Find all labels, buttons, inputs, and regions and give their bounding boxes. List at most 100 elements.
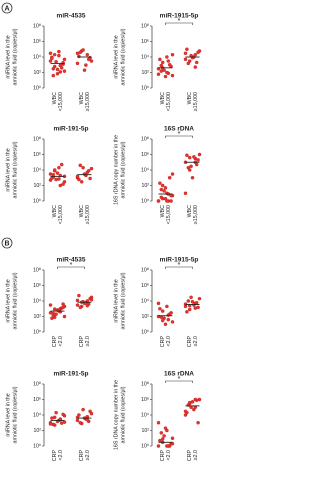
chart-title: 16S rDNA	[164, 126, 194, 133]
data-point	[52, 415, 57, 420]
x-tick-label: WBC	[160, 205, 166, 218]
x-tick-label: ≥15,000	[193, 92, 199, 111]
data-point	[170, 320, 175, 324]
data-point	[156, 420, 161, 425]
data-point	[61, 305, 65, 310]
data-point	[86, 169, 91, 173]
y-tick-label: 10⁴	[141, 298, 149, 304]
data-point	[186, 165, 191, 170]
y-axis-label: miRNA level in the	[5, 279, 11, 322]
data-point	[51, 73, 56, 78]
y-tick-label: 10⁰	[33, 198, 41, 204]
y-tick-label: 10⁰	[141, 443, 149, 449]
data-point	[163, 322, 168, 326]
data-point	[163, 186, 168, 190]
data-point	[81, 407, 85, 412]
x-tick-label: ≥15,000	[193, 205, 199, 224]
y-tick-label: 10⁶	[141, 39, 149, 45]
data-point	[192, 407, 196, 412]
data-point	[197, 296, 202, 301]
x-tick-label: WBC	[187, 92, 193, 105]
y-tick-label: 10⁶	[141, 152, 149, 158]
data-point	[156, 444, 161, 448]
data-point	[158, 181, 162, 185]
data-point	[78, 305, 83, 310]
y-axis-label: 16S rDNA copy number in the	[113, 135, 119, 205]
data-point	[78, 163, 83, 168]
y-tick-label: 10⁸	[141, 136, 149, 142]
data-point	[163, 74, 168, 79]
data-point	[159, 195, 164, 200]
y-tick-label: 10⁰	[141, 198, 149, 204]
x-tick-label: CRP	[187, 450, 193, 462]
y-tick-label: 10⁶	[141, 397, 149, 403]
data-point	[75, 51, 80, 56]
panel-badge	[1, 2, 13, 14]
data-point	[165, 55, 169, 59]
y-tick-label: 10²	[34, 183, 42, 189]
data-point	[50, 56, 54, 60]
y-axis-label: miRNA level in the	[5, 148, 11, 191]
data-point	[51, 422, 56, 427]
y-tick-label: 10⁶	[33, 283, 41, 289]
y-tick-label: 10⁴	[141, 167, 149, 173]
data-point	[186, 299, 191, 303]
data-point	[160, 60, 165, 65]
data-point	[156, 301, 161, 306]
chart-title: miR-191-5p	[53, 126, 88, 133]
data-point	[187, 307, 192, 312]
data-point	[50, 316, 54, 320]
data-point	[183, 51, 188, 56]
y-axis-label: amniotic fluid (copies/μl)	[12, 272, 18, 329]
y-axis-label: miRNA level in the	[5, 35, 11, 78]
data-point	[190, 175, 195, 180]
data-point	[162, 434, 166, 438]
x-tick-label: ≥2.0	[85, 450, 91, 460]
data-point	[78, 420, 83, 425]
significance-mark: *	[178, 376, 181, 383]
data-point	[166, 313, 171, 317]
significance-bracket	[165, 380, 193, 383]
data-point	[196, 158, 200, 162]
x-tick-label: ≥2.0	[193, 336, 199, 346]
y-tick-label: 10⁸	[33, 23, 41, 29]
data-point	[50, 176, 54, 180]
data-point	[48, 303, 53, 307]
data-point	[197, 152, 202, 157]
data-point	[89, 59, 94, 63]
y-tick-label: 10⁶	[33, 397, 41, 403]
data-point	[185, 153, 189, 158]
data-point	[57, 165, 61, 170]
data-point	[89, 297, 94, 302]
data-point	[160, 183, 165, 188]
data-point	[82, 68, 87, 72]
data-point	[194, 60, 199, 65]
significance-mark: *	[70, 262, 73, 269]
chart-title: 16S rDNA	[164, 371, 194, 378]
data-point	[160, 309, 165, 313]
y-axis-label: amniotic fluid (copies/μl)	[120, 386, 126, 443]
y-tick-label: 10⁴	[33, 298, 41, 304]
data-point	[196, 420, 200, 425]
data-point	[61, 302, 65, 306]
data-point	[185, 47, 189, 52]
panel-label: A	[4, 5, 9, 12]
x-tick-label: WBC	[160, 92, 166, 105]
significance-mark: *	[178, 131, 181, 138]
data-point	[167, 63, 172, 67]
y-axis-label: amniotic fluid (copies/μl)	[12, 141, 18, 198]
x-tick-label: WBC	[79, 92, 85, 105]
data-point	[193, 397, 198, 402]
x-tick-label: <2.0	[58, 450, 64, 461]
data-point	[166, 317, 171, 322]
data-point	[81, 165, 85, 170]
x-tick-label: ≥2.0	[85, 336, 91, 346]
y-axis-label: miRNA level in the	[113, 279, 119, 322]
y-tick-label: 10⁸	[141, 267, 149, 273]
significance-bracket	[57, 266, 85, 269]
data-point	[52, 64, 57, 69]
y-axis-label: amniotic fluid (copies/μl)	[120, 141, 126, 198]
x-tick-label: ≥15,000	[85, 205, 91, 224]
